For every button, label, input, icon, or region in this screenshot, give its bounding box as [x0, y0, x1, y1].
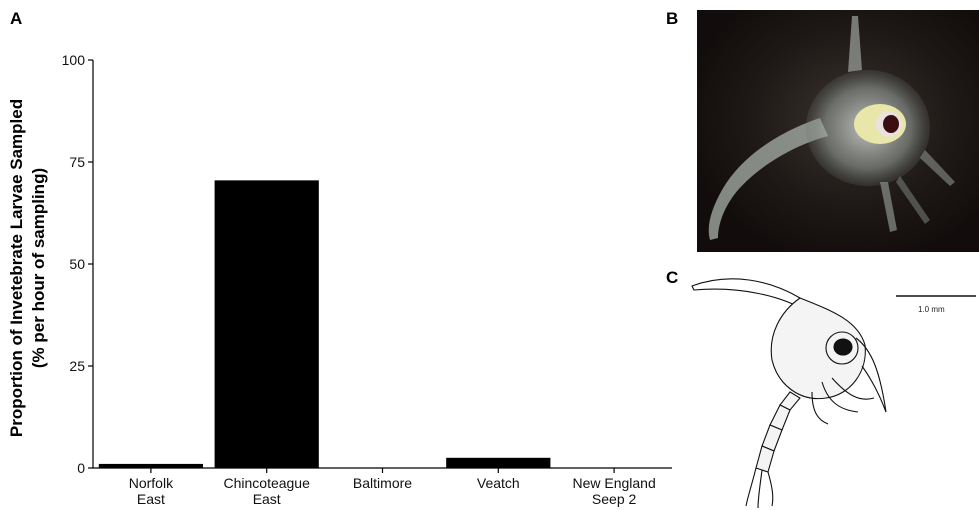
- y-tick-label-25: 25: [69, 358, 85, 374]
- y-axis-title: Proportion of Invetebrate Larvae Sampled…: [7, 99, 48, 437]
- bars: [98, 180, 551, 469]
- y-tick-label-50: 50: [69, 256, 85, 272]
- x-tick-label-4: New England Seep 2: [572, 475, 655, 507]
- y-axis-label: Proportion of Invetebrate Larvae Sampled: [7, 99, 26, 437]
- scale-bar-label: 1.0 mm: [918, 305, 945, 314]
- x-axis-labels: Norfolk East Chincoteague East Baltimore Veat…: [129, 468, 656, 507]
- y-tick-label-100: 100: [62, 52, 86, 68]
- bar-1: [214, 180, 319, 469]
- y-tick-label-75: 75: [69, 154, 85, 170]
- bar-0: [98, 463, 204, 468]
- x-tick-label-0: Norfolk East: [129, 475, 174, 507]
- larva-photo: [697, 10, 979, 252]
- panel-label-b: B: [666, 9, 678, 28]
- x-tick-label-3: Veatch: [477, 475, 520, 491]
- x-tick-label-2: Baltimore: [353, 475, 412, 491]
- y-axis-ticks: 0 25 50 75 100: [62, 52, 93, 476]
- y-axis-label-units: (% per hour of sampling): [29, 168, 48, 368]
- y-tick-label-0: 0: [77, 460, 85, 476]
- larva-drawing: [691, 278, 976, 509]
- panel-label-a: A: [10, 9, 22, 28]
- bar-3: [446, 457, 551, 468]
- bar-chart: Proportion of Invetebrate Larvae Sampled…: [7, 52, 672, 507]
- panel-label-c: C: [666, 268, 678, 287]
- x-tick-label-1: Chincoteague East: [223, 475, 310, 507]
